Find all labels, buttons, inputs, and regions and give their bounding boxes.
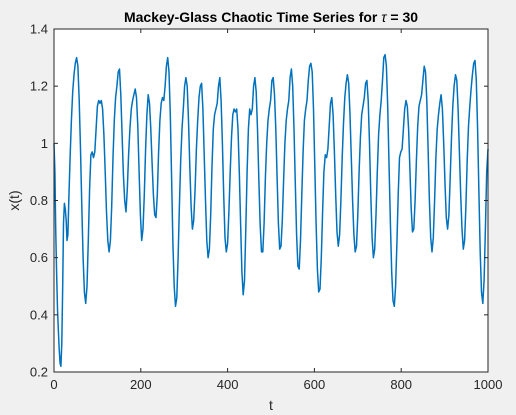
y-tick-label: 1.4 (30, 22, 48, 37)
y-tick-label: 1 (41, 136, 48, 151)
x-tick-label: 400 (217, 377, 239, 392)
axes-box (53, 28, 489, 373)
x-tick-label: 0 (50, 377, 57, 392)
y-tick-label: 0.8 (30, 193, 48, 208)
y-tick-label: 1.2 (30, 79, 48, 94)
y-tick-label: 0.6 (30, 250, 48, 265)
y-tick-label: 0.2 (30, 365, 48, 380)
x-tick-label: 200 (130, 377, 152, 392)
series-line (53, 53, 489, 368)
data-layer (53, 53, 489, 368)
y-tick-label: 0.4 (30, 307, 48, 322)
chart-title: Mackey-Glass Chaotic Time Series for τ =… (124, 9, 418, 25)
x-tick-label: 800 (390, 377, 412, 392)
ticks-layer: 0 200 400 600 800 1000 0.2 0.4 0.6 0.8 1 1.2 1.4 (30, 22, 503, 393)
chart-title-suffix: = 30 (387, 9, 419, 25)
x-tick-label: 600 (304, 377, 326, 392)
y-axis-label: x(t) (6, 190, 22, 210)
x-axis-label: t (269, 397, 273, 413)
chart-title-symbol: τ (381, 9, 387, 25)
chart-title-prefix: Mackey-Glass Chaotic Time Series for (124, 9, 381, 25)
x-tick-label: 1000 (474, 377, 503, 392)
